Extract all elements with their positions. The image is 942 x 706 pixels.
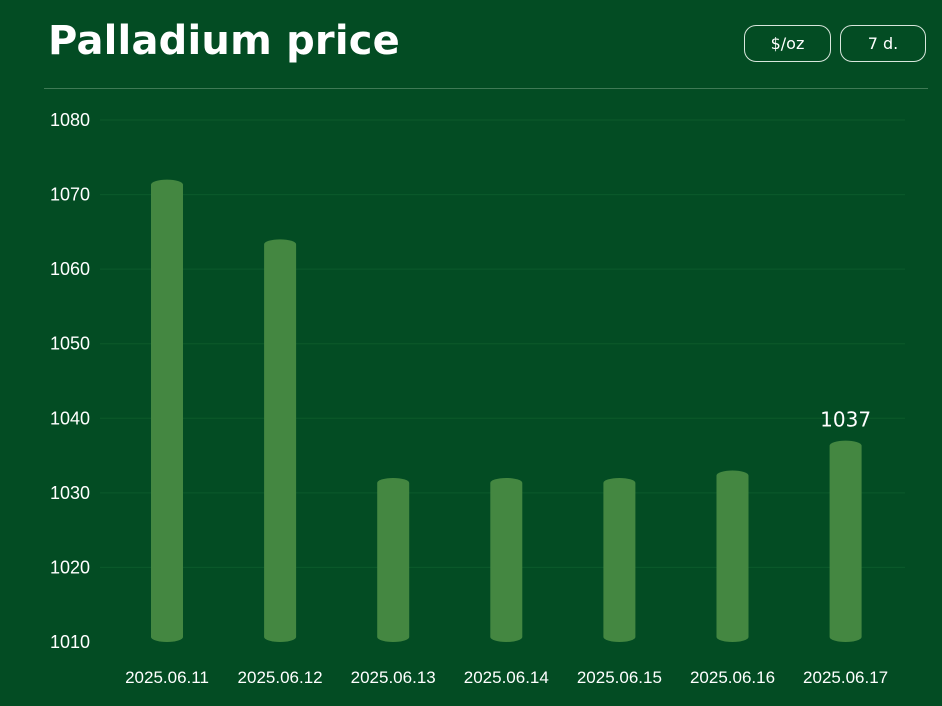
y-tick-label: 1070 [50,185,90,205]
bar[interactable] [490,477,523,642]
bar[interactable] [716,470,749,642]
y-tick-label: 1080 [50,110,90,130]
range-toggle-button[interactable]: 7 d. [840,25,926,62]
x-tick-label: 2025.06.11 [125,668,209,687]
x-tick-label: 2025.06.14 [464,668,549,687]
y-tick-label: 1050 [50,334,90,354]
y-tick-label: 1020 [50,557,90,577]
x-tick-label: 2025.06.17 [803,668,888,687]
x-tick-label: 2025.06.16 [690,668,775,687]
header-divider [44,88,928,89]
data-label: 1037 [820,408,871,432]
bar[interactable] [151,179,183,642]
y-tick-label: 1060 [50,259,90,279]
bar[interactable] [603,477,636,642]
bar[interactable] [829,440,862,642]
x-tick-label: 2025.06.15 [577,668,662,687]
x-tick-label: 2025.06.13 [351,668,436,687]
page-title: Palladium price [48,18,400,64]
bar[interactable] [264,239,297,643]
unit-toggle-button[interactable]: $/oz [744,25,831,62]
y-tick-label: 1040 [50,408,90,428]
y-tick-label: 1030 [50,483,90,503]
x-tick-label: 2025.06.12 [238,668,323,687]
y-tick-label: 1010 [50,632,90,652]
bar[interactable] [377,477,410,642]
